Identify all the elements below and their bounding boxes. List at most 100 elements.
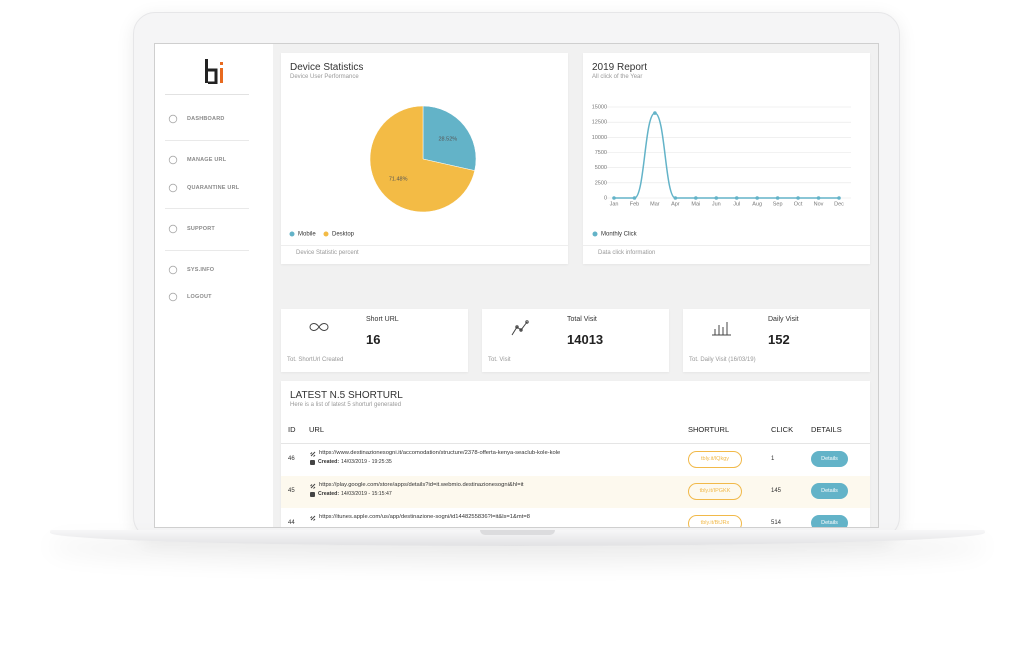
legend-dot xyxy=(592,231,598,237)
y-tick-label: 2500 xyxy=(595,180,607,186)
menu-item[interactable]: DASHBOARD xyxy=(187,116,225,122)
stat-value: 16 xyxy=(366,332,381,347)
divider xyxy=(281,443,870,444)
link-icon xyxy=(310,451,316,457)
created-date: 14/03/2019 - 19:25:35 xyxy=(341,459,392,465)
stat-caption: Tot. Daily Visit (16/03/19) xyxy=(689,357,756,363)
divider xyxy=(165,208,249,209)
icon-shape xyxy=(168,183,178,193)
value-label: 28.52% xyxy=(439,137,458,143)
x-tick-label: Nov xyxy=(814,201,824,207)
column-header: DETAILS xyxy=(811,425,842,434)
divider xyxy=(165,140,249,141)
calendar-icon xyxy=(310,460,315,465)
menu-icon xyxy=(168,155,178,165)
table-row: 45 https://play.google.com/store/apps/det… xyxy=(281,476,870,509)
link-icon xyxy=(310,483,316,489)
icon-shape xyxy=(310,515,316,521)
icon-shape xyxy=(168,114,178,124)
card-caption: Device Statistic percent xyxy=(296,250,359,256)
icon-shape xyxy=(310,483,316,489)
link-icon xyxy=(310,515,316,521)
stat-card: Daily Visit 152 Tot. Daily Visit (16/03/19… xyxy=(683,309,870,372)
x-tick-label: Apr xyxy=(671,201,680,207)
legend-dot xyxy=(323,231,329,237)
card-title: 2019 Report xyxy=(592,62,648,73)
cell-id: 45 xyxy=(288,488,295,494)
card-subtitle: Device User Performance xyxy=(290,74,359,80)
y-tick-label: 10000 xyxy=(592,135,607,141)
card-caption: Data click information xyxy=(598,250,656,256)
cell-url: https://itunes.apple.com/us/app/destinaz… xyxy=(319,514,530,520)
menu-icon xyxy=(168,224,178,234)
y-tick-label: 0 xyxy=(604,195,607,201)
table-subtitle: Here is a list of latest 5 shorturl gene… xyxy=(290,402,402,408)
icon-shape xyxy=(168,292,178,302)
line-point xyxy=(755,196,759,200)
x-tick-label: Aug xyxy=(752,201,762,207)
cell-url: https://www.destinazionesogni.it/accomod… xyxy=(319,450,561,456)
table-title: LATEST N.5 SHORTURL xyxy=(290,390,403,401)
cell-click: 514 xyxy=(771,520,782,526)
column-header: CLICK xyxy=(771,425,794,434)
laptop-base xyxy=(50,530,985,546)
menu-item[interactable]: SUPPORT xyxy=(187,226,215,232)
menu-item[interactable]: QUARANTINE URL xyxy=(187,185,240,191)
menu-icon xyxy=(168,114,178,124)
cell-id: 46 xyxy=(288,456,295,462)
stat-label: Short URL xyxy=(366,316,399,323)
x-tick-label: Jun xyxy=(712,201,721,207)
divider xyxy=(583,245,870,246)
table-card: LATEST N.5 SHORTURL Here is a list of lat… xyxy=(281,381,870,527)
y-tick-label: 15000 xyxy=(592,104,607,110)
column-header: URL xyxy=(309,425,325,434)
created-label: Created: xyxy=(318,491,340,497)
y-tick-label: 12500 xyxy=(592,120,607,126)
card-subtitle: All click of the Year xyxy=(592,74,643,80)
created-label: Created: xyxy=(318,459,340,465)
legend-label: Monthly Click xyxy=(601,232,638,238)
line-point xyxy=(816,196,821,200)
card-title: Device Statistics xyxy=(290,62,364,73)
stat-icon xyxy=(309,323,329,331)
stat-caption: Tot. ShortUrl Created xyxy=(287,357,344,363)
table-row: 46 https://www.destinazionesogni.it/accom… xyxy=(281,444,870,477)
stat-value: 14013 xyxy=(567,332,604,347)
y-tick-label: 5000 xyxy=(595,165,607,171)
x-tick-label: Feb xyxy=(630,201,639,207)
line-point xyxy=(714,196,719,200)
chart: 28.52% Mobile 71.48% Desktop xyxy=(289,105,477,238)
x-tick-label: Mar xyxy=(650,201,660,207)
line-point xyxy=(775,196,780,200)
legend-dot xyxy=(289,231,295,237)
sidebar: DASHBOARD MANAGE URL QUARANTINE URL SUPPORT… xyxy=(155,44,273,527)
menu-item[interactable]: MANAGE URL xyxy=(187,157,227,163)
menu-icon xyxy=(168,292,178,302)
divider xyxy=(165,250,249,251)
divider xyxy=(281,245,568,246)
details-button[interactable]: Details xyxy=(811,451,848,467)
stat-label: Total Visit xyxy=(567,316,597,323)
x-tick-label: Sep xyxy=(773,201,783,207)
shorturl-pill[interactable]: tbly.it/lQkgy xyxy=(688,451,742,468)
stat-card: Short URL 16 Tot. ShortUrl Created xyxy=(281,309,468,372)
shorturl-pill[interactable]: tbly.it/BtJRx xyxy=(688,515,742,527)
chart: 0 2500 5000 7500 10000 12500 15000 Jan Feb Mar Apr… xyxy=(592,104,851,238)
logo xyxy=(205,59,223,84)
x-tick-label: Dec xyxy=(834,201,844,207)
cell-url: https://play.google.com/store/apps/detai… xyxy=(319,482,524,488)
menu-item[interactable]: SYS.INFO xyxy=(187,267,215,273)
stat-label: Daily Visit xyxy=(768,316,799,323)
screen: DASHBOARD MANAGE URL QUARANTINE URL SUPPORT… xyxy=(154,43,879,528)
details-button[interactable]: Details xyxy=(811,515,848,527)
line xyxy=(614,112,839,199)
icon-shape xyxy=(310,451,316,457)
cell-click: 1 xyxy=(771,456,775,462)
cell-click: 145 xyxy=(771,488,782,494)
menu-item[interactable]: LOGOUT xyxy=(187,294,212,300)
details-button[interactable]: Details xyxy=(811,483,848,499)
line-point xyxy=(632,196,637,200)
shorturl-pill[interactable]: tbly.it/IPGKK xyxy=(688,483,742,500)
calendar-icon xyxy=(310,492,315,497)
line-point xyxy=(837,196,841,200)
